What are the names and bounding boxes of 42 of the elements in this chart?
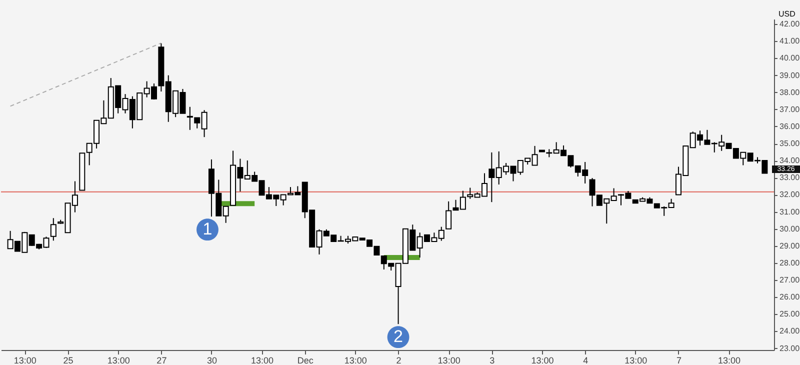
y-tick-label: 40.00 (780, 54, 800, 63)
y-tick-label: 26.00 (780, 292, 800, 302)
candlestick (50, 218, 56, 242)
x-tick-label: 13:00 (438, 356, 460, 365)
candlestick (186, 106, 193, 130)
x-tick-label: 13:00 (251, 356, 274, 365)
annotation: 2 (394, 327, 404, 346)
y-axis-title: USD (778, 10, 796, 18)
y-tick-label: 24.00 (780, 326, 800, 336)
y-tick-label: 31.00 (780, 207, 800, 216)
y-tick-label: 30.00 (780, 224, 800, 234)
x-tick-label: 25 (63, 356, 74, 365)
annotation: 1 (202, 220, 212, 239)
x-tick-label: 7 (676, 356, 682, 365)
y-tick-label: 41.00 (780, 36, 800, 46)
y-tick-label: 35.00 (780, 139, 800, 148)
x-tick-label: 13:00 (107, 356, 130, 365)
x-tick-label: 13:00 (344, 356, 367, 365)
y-tick-label: 36.00 (780, 122, 800, 131)
x-tick-label: 13:00 (718, 356, 741, 365)
x-tick-label: 30 (206, 356, 217, 365)
y-tick-label: 27.00 (780, 276, 800, 285)
y-tick-label: 37.00 (780, 104, 800, 114)
x-tick-label: 27 (156, 356, 167, 365)
y-tick-label: 32.00 (780, 190, 800, 200)
candlestick (446, 200, 452, 230)
x-tick-label: 2 (396, 356, 402, 365)
x-tick-label: 13:00 (531, 356, 554, 365)
x-tick-label: 3 (490, 356, 495, 365)
x-tick-label: 13:00 (624, 356, 648, 365)
y-tick-label: 39.00 (780, 70, 800, 80)
x-tick-label: Dec (297, 356, 314, 365)
x-tick-label: 13:00 (14, 356, 36, 365)
y-tick-label: 34.00 (780, 156, 800, 166)
y-tick-label: 28.00 (780, 258, 800, 268)
y-tick-label: 25.00 (780, 310, 800, 319)
y-tick-label: 23.00 (780, 344, 800, 353)
y-tick-label: 38.00 (780, 88, 800, 97)
y-tick-label: 42.00 (780, 20, 800, 29)
y-tick-label: 33.00 (780, 173, 800, 182)
x-tick-label: 4 (583, 356, 588, 365)
y-tick-label: 29.00 (780, 241, 800, 250)
